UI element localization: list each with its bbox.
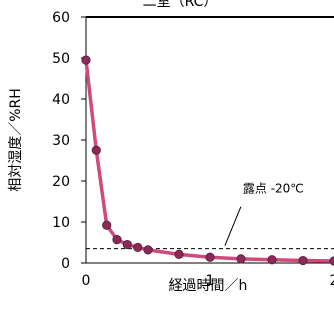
y-tick-label-1: 10 (52, 215, 70, 231)
y-axis-ticks: 0 10 20 30 40 50 60 (52, 10, 86, 272)
x-tick-label-1: 1 (206, 273, 215, 289)
x-tick-label-2: 2 (330, 273, 334, 289)
data-point-10 (267, 255, 277, 265)
data-point-5 (133, 242, 143, 253)
x-axis-label: 経過時間／h (169, 278, 248, 294)
x-tick-label-0: 0 (82, 273, 91, 289)
data-point-0 (81, 55, 91, 65)
data-point-9 (236, 254, 246, 264)
series-points (81, 55, 334, 266)
y-tick-label-2: 20 (52, 174, 70, 190)
data-point-4 (122, 239, 132, 250)
series-line (84, 59, 334, 263)
y-tick-label-6: 60 (52, 10, 70, 26)
data-point-6 (143, 245, 153, 255)
annotation-label: 露点 -20℃ (243, 182, 304, 196)
x-axis-ticks: 0 1 2 (82, 273, 334, 289)
data-point-7 (174, 249, 184, 259)
data-point-12 (329, 256, 334, 266)
annotation-arrow (224, 206, 242, 246)
y-tick-label-3: 30 (52, 133, 70, 149)
y-tick-label-0: 0 (61, 256, 70, 272)
data-point-2 (102, 220, 112, 230)
y-tick-label-4: 40 (52, 92, 70, 108)
data-point-3 (112, 235, 122, 245)
data-point-8 (205, 252, 215, 262)
chart-title: 二室（RC） (143, 0, 218, 10)
y-axis-label: 相対湿度／%RH (8, 88, 24, 192)
y-tick-label-5: 50 (52, 51, 70, 67)
data-point-1 (91, 145, 101, 155)
data-point-11 (298, 255, 308, 266)
